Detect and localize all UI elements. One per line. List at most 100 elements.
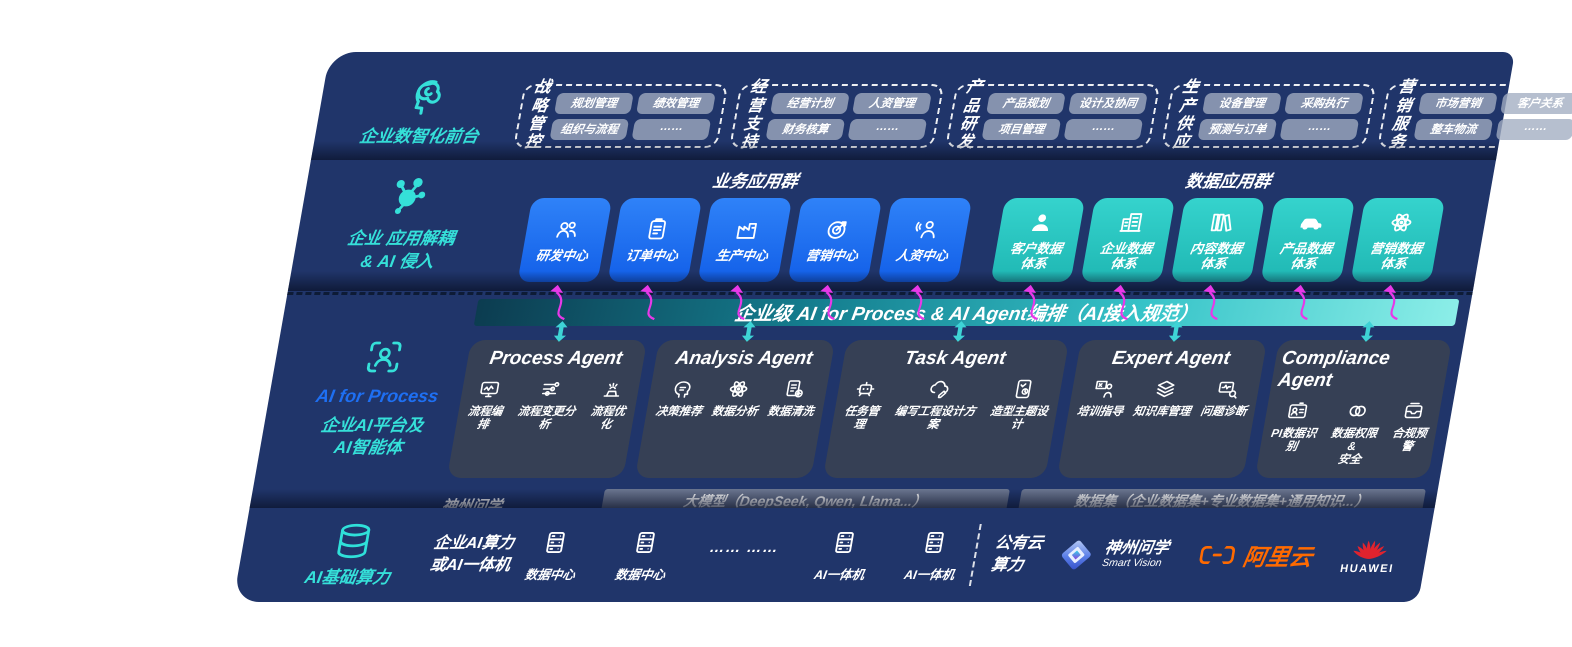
atom-icon	[725, 377, 753, 401]
front-chip: 市场营销	[1418, 92, 1498, 114]
public-cloud-label: 公有云 算力	[989, 534, 1045, 574]
infrastructure-layer: AI基础算力 企业AI算力 或AI一体机 数据中心 数据中心 …… …… AI一体机 A…	[233, 508, 1435, 602]
front-group-5: 营销 服务 市场营销 客户关系 整车物流……	[1377, 79, 1572, 151]
agent-item: 数据分析	[710, 377, 763, 419]
agent-items: 决策推荐 数据分析 数据清洗	[651, 377, 823, 419]
app-box-label: 内容数据 体系	[1189, 240, 1244, 271]
business-app-row: 研发中心 订单中心 生产中心 营销中心 人资中心	[517, 198, 973, 321]
agent-item: 流程变更分析	[512, 377, 584, 432]
app-box-label: 订单中心	[624, 248, 680, 264]
doc-clean-icon	[781, 377, 809, 401]
agent-item-label: 数据权限 & 安全	[1329, 428, 1379, 467]
teal-double-arrow	[1360, 321, 1375, 342]
front-chip: ……	[847, 118, 928, 140]
front-group-2: 经营 支持 经营计划 人资管理 财务核算……	[729, 79, 945, 151]
front-group-chips: 设备管理 采购执行 预测与订单……	[1197, 92, 1364, 140]
magenta-flow-arrow	[1113, 284, 1128, 321]
infra-node: 数据中心	[614, 527, 674, 583]
agent-item-label: 数据分析	[710, 406, 759, 418]
business-app-box: 研发中心	[517, 198, 613, 321]
smartvision-logo: 神州问学 Smart Vision	[1054, 536, 1171, 574]
training-icon	[1090, 377, 1118, 401]
agent-item: 数据权限 & 安全	[1323, 399, 1386, 468]
server-icon	[539, 527, 572, 558]
front-office-label: 企业数智化前台	[357, 126, 481, 146]
agent-item-label: 流程变更分析	[516, 406, 577, 432]
teal-double-arrow	[953, 321, 967, 342]
application-layer: 企业 应用解耦 & AI 侵入 业务应用群 研发中心 订单中心 生产中心 营销中心 人资…	[288, 160, 1496, 321]
smartvision-subtitle: Smart Vision	[1101, 557, 1163, 570]
data-app-group: 数据应用群 客户数据 体系 企业数据 体系 内容数据 体系 产品数据 体系 营销数据 体…	[989, 167, 1451, 321]
front-chip: 预测与订单	[1197, 118, 1278, 140]
app-box-label: 客户数据 体系	[1009, 240, 1064, 271]
front-office-layer: 企业数智化前台 战略 管控 规划管理 绩效管理 组织与流程…… 经营 支持 经营计划 人资管…	[310, 52, 1572, 160]
agent-item-label: 流程优化	[589, 406, 627, 432]
agent-item-label: 任务管理	[843, 406, 881, 432]
agent-box-task-agent: Task Agent 任务管理 编写工程设计方案 造型主题设计	[823, 321, 1070, 478]
infra-node-label: AI一体机	[812, 568, 866, 582]
agent-title: Task Agent	[902, 348, 1008, 369]
agent-item-label: 问题诊断	[1199, 406, 1248, 418]
front-group-chips: 规划管理 绩效管理 组织与流程……	[549, 92, 716, 140]
aliyun-title: 阿里云	[1240, 544, 1315, 570]
optimize-icon	[598, 377, 626, 401]
target-icon	[821, 216, 853, 243]
front-chip: 整车物流	[1413, 118, 1494, 140]
books-icon	[1205, 209, 1237, 236]
magenta-flow-arrow	[730, 284, 745, 321]
data-app-box: 客户数据 体系	[990, 198, 1086, 321]
id-card-icon	[1284, 399, 1312, 423]
app-box-label: 营销数据 体系	[1369, 240, 1424, 271]
magenta-flow-arrow	[550, 284, 565, 321]
agent-item-label: PI数据识别	[1270, 428, 1318, 454]
atom-icon	[1385, 209, 1417, 236]
front-chip: 产品规划	[986, 92, 1066, 114]
front-group-1: 战略 管控 规划管理 绩效管理 组织与流程……	[513, 79, 729, 151]
front-group-3: 产品 研发 产品规划 设计及协同 项目管理……	[945, 79, 1161, 151]
agent-item: 数据清洗	[766, 377, 819, 419]
infra-node-label: 数据中心	[523, 568, 577, 582]
aliyun-logo: 阿里云	[1195, 538, 1316, 572]
diagram-canvas: 企业数智化前台 战略 管控 规划管理 绩效管理 组织与流程…… 经营 支持 经营计划 人资管…	[233, 52, 1572, 602]
business-app-group: 业务应用群 研发中心 订单中心 生产中心 营销中心 人资中心	[516, 167, 978, 321]
database-icon	[327, 520, 380, 562]
vertical-dashed-divider	[968, 524, 982, 586]
front-chip: 人资管理	[852, 92, 932, 114]
diagnose-icon	[1213, 377, 1241, 401]
magenta-flow-arrow	[1203, 284, 1218, 321]
huawei-logo: HUAWEI	[1339, 536, 1399, 575]
agent-box-expert-agent: Expert Agent 培训指导 知识库管理 问题诊断	[1057, 321, 1268, 478]
data-app-box: 内容数据 体系	[1170, 198, 1266, 321]
front-group-chips: 经营计划 人资管理 财务核算……	[765, 92, 932, 140]
infra-nodes-row: 数据中心 数据中心 …… …… AI一体机 AI一体机	[524, 527, 963, 583]
agent-item-label: 流程编排	[466, 406, 504, 432]
building-icon	[1115, 209, 1147, 236]
front-chip: 设备管理	[1202, 92, 1282, 114]
agent-item: 任务管理	[837, 377, 889, 432]
front-group-4: 生产 供应 设备管理 采购执行 预测与订单……	[1161, 79, 1377, 151]
agent-item-label: 编写工程设计方案	[893, 406, 977, 432]
agent-box-compliance-agent: Compliance Agent PI数据识别 数据权限 & 安全 合规预警	[1255, 321, 1453, 478]
clipboard-icon	[641, 216, 673, 243]
smartvision-diamond-icon	[1062, 540, 1092, 570]
team-icon	[551, 216, 583, 243]
hr-icon	[911, 216, 943, 243]
agent-item: 合规预警	[1386, 399, 1436, 454]
front-group-title: 生产 供应	[1171, 79, 1201, 152]
magenta-flow-arrow	[820, 284, 835, 321]
front-group-chips: 产品规划 设计及协同 项目管理……	[981, 92, 1148, 140]
front-office-rail: 企业数智化前台	[337, 73, 510, 148]
front-chip: 绩效管理	[636, 92, 716, 114]
platform-rail: AI for Process 企业AI平台及 AI智能体	[274, 290, 480, 508]
business-app-box: 生产中心	[697, 198, 793, 321]
front-group-title: 经营 支持	[739, 79, 769, 152]
teal-double-arrow	[742, 321, 756, 342]
front-chip: 组织与流程	[549, 118, 630, 140]
cloud-design-icon	[925, 377, 953, 401]
smartvision-title: 神州问学	[1103, 540, 1171, 558]
front-group-title: 战略 管控	[523, 79, 553, 152]
front-chip: ……	[1495, 118, 1572, 140]
infra-node: AI一体机	[813, 527, 873, 583]
app-box-label: 研发中心	[534, 248, 590, 264]
